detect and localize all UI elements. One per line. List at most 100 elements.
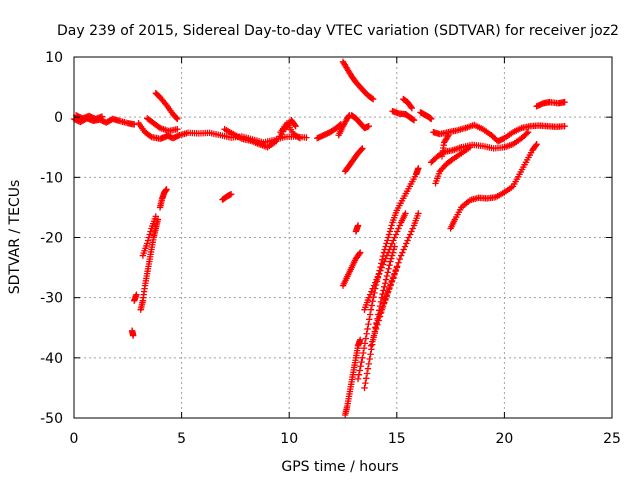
series-track-12: [219, 190, 235, 203]
series-track-34: [438, 132, 452, 160]
data-point: [227, 190, 235, 198]
data-point: [366, 311, 374, 318]
data-point: [392, 267, 399, 275]
series-track-03: [131, 291, 140, 304]
data-point: [408, 104, 416, 112]
series-track-22: [341, 336, 364, 419]
data-point: [296, 135, 304, 142]
data-point: [383, 252, 391, 259]
data-point: [357, 336, 364, 343]
data-point: [370, 282, 378, 289]
data-point: [369, 95, 377, 103]
data-point: [381, 258, 388, 265]
data-point: [533, 141, 540, 148]
data-point: [361, 384, 368, 392]
series-track-29: [400, 95, 416, 112]
data-point: [382, 276, 390, 283]
data-point: [384, 289, 391, 297]
series-track-13: [221, 116, 299, 151]
data-point: [384, 237, 391, 244]
data-point: [396, 255, 404, 263]
data-point: [403, 240, 410, 247]
data-point: [292, 122, 299, 130]
data-point: [372, 325, 380, 333]
y-tick-label: -40: [40, 351, 63, 367]
data-point: [445, 132, 452, 139]
data-point: [303, 134, 310, 141]
series-track-17: [335, 112, 353, 139]
data-point: [406, 231, 414, 238]
series-track-09: [143, 115, 181, 135]
data-point: [381, 296, 389, 304]
data-point: [379, 290, 386, 298]
data-point: [362, 335, 370, 342]
data-point: [365, 360, 373, 368]
data-point: [174, 115, 181, 123]
series-track-31: [430, 121, 568, 145]
data-point: [415, 210, 422, 217]
y-tick-label: 10: [45, 50, 63, 66]
series-track-08: [135, 119, 170, 143]
x-tick-label: 10: [280, 431, 298, 447]
data-point: [363, 375, 370, 382]
data-point: [404, 237, 411, 244]
data-point: [377, 267, 384, 274]
series-track-02: [72, 112, 106, 123]
series-track-07: [156, 186, 170, 211]
data-point: [393, 264, 400, 271]
data-point: [145, 234, 153, 241]
data-point: [369, 338, 376, 345]
series-track-36: [533, 98, 568, 110]
data-point: [364, 325, 371, 333]
y-axis-title: SDTVAR / TECUs: [7, 180, 23, 295]
data-point: [395, 259, 402, 266]
data-point: [146, 132, 154, 140]
data-point: [374, 321, 381, 328]
data-point: [392, 231, 400, 238]
x-tick-label: 15: [388, 431, 406, 447]
data-point: [408, 228, 415, 235]
y-tick-label: -10: [40, 170, 63, 186]
data-point: [428, 115, 435, 123]
x-tick-label: 20: [495, 431, 513, 447]
data-point: [378, 294, 385, 301]
data-point: [363, 370, 371, 377]
series-track-19: [341, 145, 366, 175]
data-point: [401, 243, 409, 250]
data-point: [378, 308, 385, 316]
data-point: [365, 294, 373, 301]
data-point: [354, 222, 362, 229]
chart-title: Day 239 of 2015, Sidereal Day-to-day VTE…: [57, 23, 619, 39]
data-point: [409, 225, 416, 232]
data-point: [367, 342, 375, 349]
tick-layer: 0 5 10 15 20 25 10 0 -10 -20 -30 -40 -50: [40, 50, 621, 447]
data-point: [360, 349, 367, 357]
data-point: [407, 103, 415, 111]
data-point: [354, 375, 362, 383]
data-point: [375, 270, 383, 277]
data-point: [388, 278, 395, 286]
data-point: [358, 358, 365, 366]
data-point: [369, 285, 376, 292]
series-track-20: [352, 222, 362, 235]
data-point: [133, 291, 140, 298]
data-point: [379, 261, 387, 268]
data-point: [368, 302, 376, 309]
data-point: [383, 293, 390, 300]
data-point: [387, 258, 394, 265]
x-tick-label: 0: [70, 431, 79, 447]
data-point: [379, 304, 386, 312]
data-point: [397, 252, 405, 259]
data-point: [357, 363, 364, 370]
y-tick-label: -50: [40, 411, 63, 427]
series-track-21: [339, 249, 364, 289]
x-axis-title: GPS time / hours: [281, 459, 398, 475]
data-point: [523, 130, 530, 137]
data-point: [444, 133, 451, 140]
data-point: [381, 283, 388, 291]
data-point: [356, 367, 363, 374]
data-point: [400, 246, 407, 253]
data-point: [368, 288, 375, 295]
